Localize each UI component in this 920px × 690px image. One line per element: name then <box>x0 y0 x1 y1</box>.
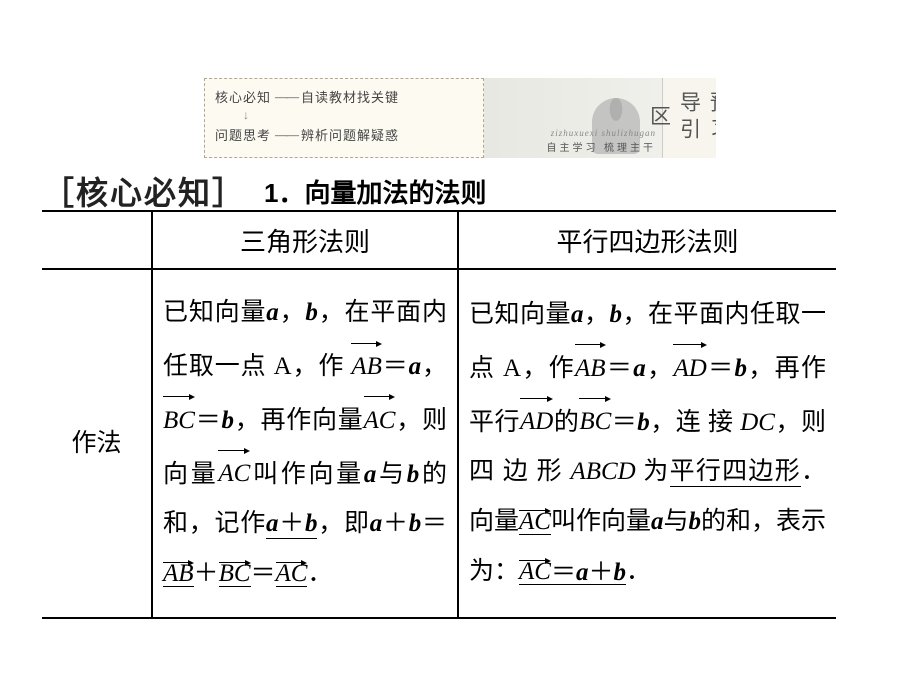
quad-ABCD: ABCD <box>570 458 635 485</box>
section-title: 1．向量加法的法则 <box>264 173 486 210</box>
var-b: b <box>689 508 702 535</box>
vec-BC: BC <box>219 558 251 587</box>
txt: ，作 <box>521 355 575 382</box>
txt: ， <box>584 301 610 328</box>
var-a: a <box>370 510 383 537</box>
txt: ，作 <box>292 353 345 380</box>
txt: ，连 接 <box>650 408 740 435</box>
header-empty <box>42 211 152 269</box>
banner-line-2: 问题思考 —— 辨析问题解疑惑 <box>215 125 473 144</box>
txt: ． <box>626 558 651 585</box>
txt: ，再作向量 <box>234 407 364 434</box>
desc-1: 自读教材找关键 <box>301 87 399 106</box>
vec-AC: AC <box>519 506 551 535</box>
banner-left: 核心必知 —— 自读教材找关键 ↓ 问题思考 —— 辨析问题解疑惑 <box>204 78 484 158</box>
txt: ， <box>646 355 674 382</box>
var-a: a <box>364 460 377 487</box>
vec-BC: BC <box>579 394 611 448</box>
txt: 的 <box>553 408 579 435</box>
vec-BC: BC <box>163 392 195 446</box>
var-a: a <box>633 355 646 382</box>
txt: 与 <box>376 460 406 487</box>
eq: ＝ <box>611 408 637 435</box>
ul-parallelogram: 平行四边形 <box>670 458 801 487</box>
vec-AC: AC <box>519 556 551 585</box>
eq: ＝ <box>195 407 222 434</box>
vec-AC: AC <box>218 446 250 500</box>
var-b: b <box>305 299 318 326</box>
banner-pinyin: zizhuxuexi shulizhugan <box>551 128 656 138</box>
var-b: b <box>409 510 422 537</box>
banner-subcaption: 自主学习 梳理主干 <box>547 139 657 154</box>
txt: ， <box>421 353 447 380</box>
eq: ＝ <box>707 355 735 382</box>
key-1: 核心必知 <box>215 87 271 106</box>
row-label: 作法 <box>42 269 152 618</box>
section-heading: ［核心必知］ 1．向量加法的法则 <box>42 168 486 214</box>
txt: 已知向量 <box>469 301 571 328</box>
desc-2: 辨析问题解疑惑 <box>301 125 399 144</box>
eq: ＝ <box>606 355 634 382</box>
banner-photo: zizhuxuexi shulizhugan 自主学习 梳理主干 预习导引区 <box>484 78 716 158</box>
txt: 与 <box>663 508 688 535</box>
var-b: b <box>305 510 318 537</box>
dash-2: —— <box>275 127 297 143</box>
table-header-row: 三角形法则 平行四边形法则 <box>42 211 836 269</box>
cell-triangle: 已知向量a，b，在平面内任取一点 A，作 AB＝a，BC＝b，再作向量AC，则向… <box>152 269 458 618</box>
header-triangle: 三角形法则 <box>152 211 458 269</box>
seg-DC: DC <box>740 408 775 435</box>
key-2: 问题思考 <box>215 125 271 144</box>
var-a: a <box>409 353 422 380</box>
dash-1: —— <box>275 89 297 105</box>
txt: 叫作向量 <box>250 460 364 487</box>
txt: ，即 <box>317 510 369 537</box>
var-a: a <box>576 558 589 585</box>
var-b: b <box>407 460 420 487</box>
down-arrow-icon: ↓ <box>243 108 473 123</box>
var-b: b <box>221 407 234 434</box>
table-body-row: 作法 已知向量a，b，在平面内任取一点 A，作 AB＝a，BC＝b，再作向量AC… <box>42 269 836 618</box>
parallelogram-content: 已知向量a，b，在平面内任取一点 A，作AB＝a，AD＝b，再作平行AD的BC＝… <box>469 290 826 598</box>
var-b: b <box>637 408 650 435</box>
vec-AC: AC <box>364 392 396 446</box>
var-a: a <box>266 299 279 326</box>
preview-banner: 核心必知 —— 自读教材找关键 ↓ 问题思考 —— 辨析问题解疑惑 zizhux… <box>204 78 716 158</box>
txt: ， <box>279 299 306 326</box>
var-a: a <box>571 301 584 328</box>
vec-AB: AB <box>575 340 606 394</box>
txt: ． <box>307 560 332 587</box>
txt: 为 <box>643 458 669 485</box>
eq: ＝ <box>382 353 409 380</box>
bracket-label: ［核心必知］ <box>42 168 246 214</box>
cell-parallelogram: 已知向量a，b，在平面内任取一点 A，作AB＝a，AD＝b，再作平行AD的BC＝… <box>458 269 836 618</box>
banner-line-1: 核心必知 —— 自读教材找关键 <box>215 87 473 106</box>
var-b: b <box>734 355 747 382</box>
rules-table: 三角形法则 平行四边形法则 作法 已知向量a，b，在平面内任取一点 A，作 AB… <box>42 210 836 619</box>
vec-AD: AD <box>520 394 553 448</box>
txt: 已知向量 <box>163 299 266 326</box>
var-b: b <box>614 558 627 585</box>
pt-A: A <box>274 353 292 380</box>
header-parallelogram: 平行四边形法则 <box>458 211 836 269</box>
var-a: a <box>651 508 664 535</box>
var-b: b <box>610 301 623 328</box>
triangle-content: 已知向量a，b，在平面内任取一点 A，作 AB＝a，BC＝b，再作向量AC，则向… <box>163 288 447 599</box>
vec-AB: AB <box>351 338 382 392</box>
vec-AD: AD <box>673 340 706 394</box>
txt: 叫作向量 <box>551 508 651 535</box>
vec-AC: AC <box>276 558 308 587</box>
vec-AB: AB <box>163 558 194 587</box>
banner-vertical-label: 预习导引区 <box>662 78 716 158</box>
pt-A: A <box>503 355 521 382</box>
var-a: a <box>266 510 279 537</box>
